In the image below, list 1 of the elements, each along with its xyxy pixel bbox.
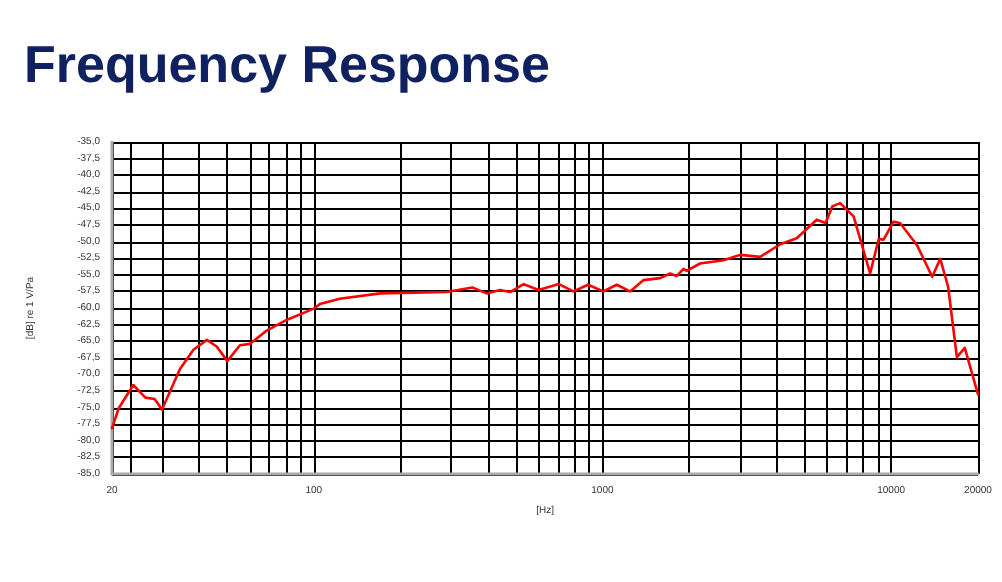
chart-title: Frequency Response — [24, 34, 550, 94]
